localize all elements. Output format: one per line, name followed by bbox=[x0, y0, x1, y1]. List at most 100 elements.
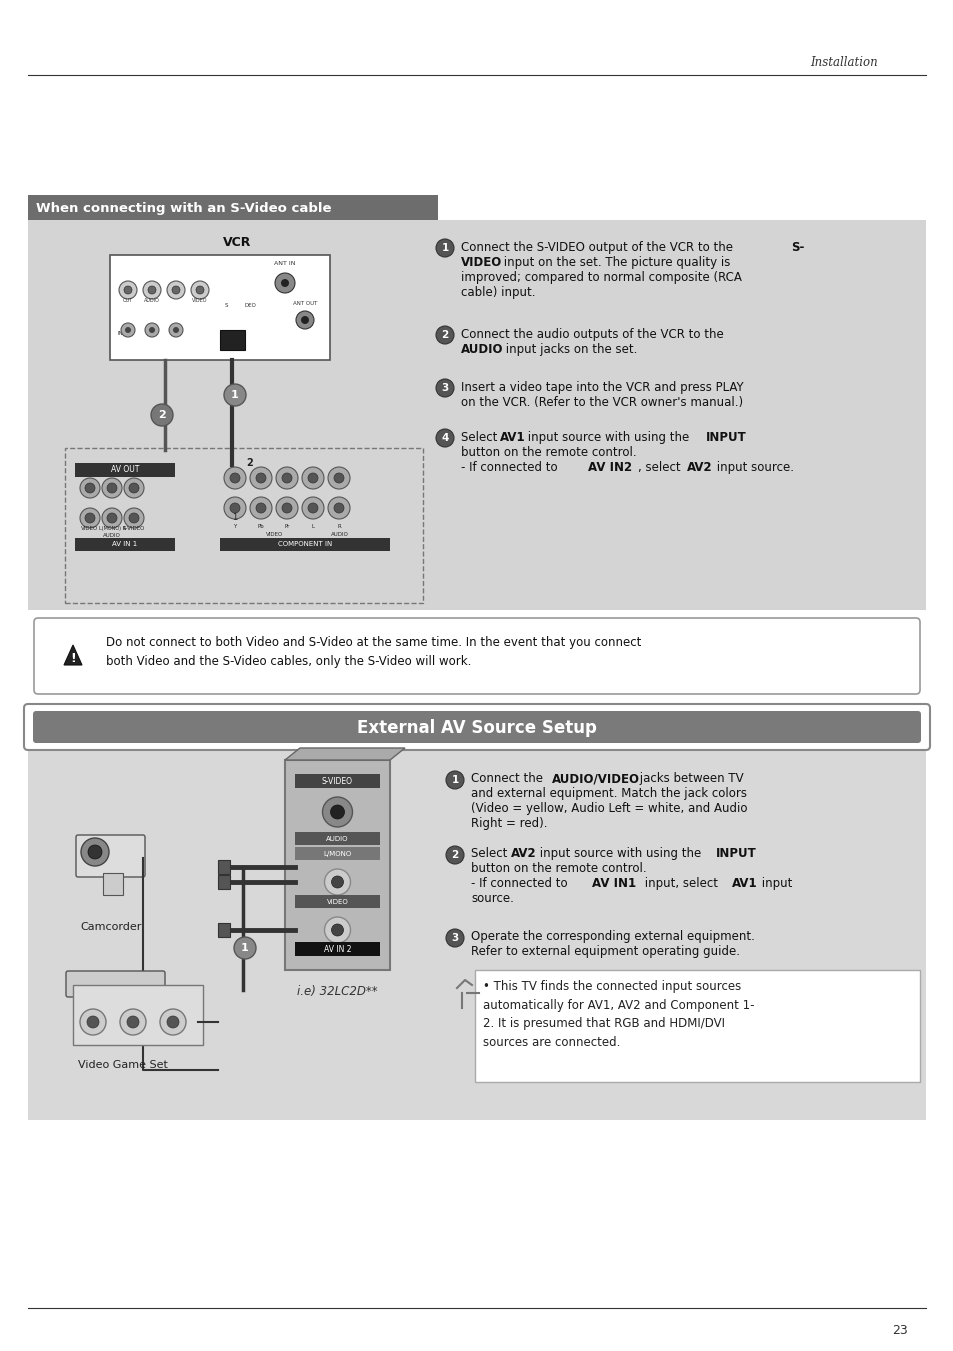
FancyBboxPatch shape bbox=[294, 942, 379, 957]
FancyBboxPatch shape bbox=[220, 330, 245, 350]
FancyBboxPatch shape bbox=[28, 750, 925, 1120]
Circle shape bbox=[224, 384, 246, 407]
Text: COMPONENT IN: COMPONENT IN bbox=[277, 540, 332, 547]
Circle shape bbox=[255, 503, 266, 513]
Circle shape bbox=[124, 508, 144, 528]
Text: AUDIO: AUDIO bbox=[103, 534, 121, 538]
FancyBboxPatch shape bbox=[220, 538, 390, 551]
Circle shape bbox=[124, 286, 132, 295]
Circle shape bbox=[160, 1009, 186, 1035]
Circle shape bbox=[167, 281, 185, 299]
FancyBboxPatch shape bbox=[218, 861, 230, 874]
Text: L/MONO: L/MONO bbox=[323, 851, 352, 857]
Circle shape bbox=[275, 467, 297, 489]
Text: and external equipment. Match the jack colors: and external equipment. Match the jack c… bbox=[471, 788, 746, 800]
FancyBboxPatch shape bbox=[294, 847, 379, 861]
Circle shape bbox=[119, 281, 137, 299]
Circle shape bbox=[328, 497, 350, 519]
Text: 23: 23 bbox=[891, 1324, 907, 1336]
Text: AUDIO: AUDIO bbox=[460, 343, 503, 357]
Circle shape bbox=[275, 497, 297, 519]
Text: input source.: input source. bbox=[712, 461, 793, 474]
Text: AUDIO: AUDIO bbox=[144, 299, 160, 303]
Text: 1: 1 bbox=[441, 243, 448, 253]
Text: Pb: Pb bbox=[257, 524, 264, 530]
Circle shape bbox=[436, 380, 454, 397]
Circle shape bbox=[446, 846, 463, 865]
Circle shape bbox=[334, 503, 344, 513]
Text: When connecting with an S-Video cable: When connecting with an S-Video cable bbox=[36, 203, 331, 215]
Text: AUDIO/VIDEO: AUDIO/VIDEO bbox=[552, 771, 639, 785]
Text: IN: IN bbox=[117, 331, 123, 336]
FancyBboxPatch shape bbox=[34, 617, 919, 694]
Text: AV1: AV1 bbox=[499, 431, 525, 444]
Circle shape bbox=[151, 404, 172, 426]
Circle shape bbox=[167, 1016, 179, 1028]
FancyBboxPatch shape bbox=[28, 220, 925, 611]
Text: 3: 3 bbox=[441, 382, 448, 393]
Circle shape bbox=[127, 1016, 139, 1028]
Text: input source with using the: input source with using the bbox=[523, 431, 692, 444]
Circle shape bbox=[250, 467, 272, 489]
Text: Do not connect to both Video and S-Video at the same time. In the event that you: Do not connect to both Video and S-Video… bbox=[106, 636, 640, 667]
Text: source.: source. bbox=[471, 892, 514, 905]
FancyBboxPatch shape bbox=[218, 923, 230, 938]
Text: 2: 2 bbox=[451, 850, 458, 861]
Text: AUDIO: AUDIO bbox=[331, 532, 349, 536]
FancyBboxPatch shape bbox=[110, 255, 330, 359]
Circle shape bbox=[121, 323, 135, 336]
Text: improved; compared to normal composite (RCA: improved; compared to normal composite (… bbox=[460, 272, 741, 284]
Circle shape bbox=[436, 430, 454, 447]
Circle shape bbox=[224, 467, 246, 489]
Text: 1: 1 bbox=[233, 513, 237, 521]
Circle shape bbox=[85, 484, 95, 493]
Text: input source with using the: input source with using the bbox=[536, 847, 704, 861]
Text: 1: 1 bbox=[451, 775, 458, 785]
Text: input on the set. The picture quality is: input on the set. The picture quality is bbox=[499, 255, 730, 269]
Text: L(MONO) R: L(MONO) R bbox=[98, 526, 125, 531]
Text: input, select: input, select bbox=[640, 877, 721, 890]
Circle shape bbox=[80, 508, 100, 528]
Circle shape bbox=[446, 771, 463, 789]
Circle shape bbox=[88, 844, 102, 859]
Circle shape bbox=[148, 286, 156, 295]
Text: AV2: AV2 bbox=[511, 847, 536, 861]
FancyBboxPatch shape bbox=[76, 835, 145, 877]
FancyBboxPatch shape bbox=[103, 873, 123, 894]
FancyBboxPatch shape bbox=[75, 538, 174, 551]
Circle shape bbox=[446, 929, 463, 947]
Text: AV IN 2: AV IN 2 bbox=[323, 944, 351, 954]
Circle shape bbox=[81, 838, 109, 866]
Text: - If connected to: - If connected to bbox=[460, 461, 560, 474]
Text: Select: Select bbox=[460, 431, 500, 444]
Circle shape bbox=[308, 473, 317, 484]
Text: cable) input.: cable) input. bbox=[460, 286, 535, 299]
Text: 1: 1 bbox=[231, 390, 238, 400]
FancyBboxPatch shape bbox=[24, 704, 929, 750]
Circle shape bbox=[301, 316, 309, 324]
Text: AV OUT: AV OUT bbox=[111, 466, 139, 474]
Circle shape bbox=[308, 503, 317, 513]
Text: 3: 3 bbox=[451, 934, 458, 943]
FancyBboxPatch shape bbox=[218, 875, 230, 889]
Text: jacks between TV: jacks between TV bbox=[636, 771, 742, 785]
Text: VIDEO: VIDEO bbox=[460, 255, 501, 269]
Text: AV IN 1: AV IN 1 bbox=[112, 540, 137, 547]
Text: S-VIDEO: S-VIDEO bbox=[322, 777, 353, 785]
Text: AV2: AV2 bbox=[686, 461, 712, 474]
Circle shape bbox=[107, 484, 117, 493]
Text: ANT OUT: ANT OUT bbox=[293, 301, 316, 305]
Text: INPUT: INPUT bbox=[716, 847, 756, 861]
Text: AV IN1: AV IN1 bbox=[592, 877, 636, 890]
Text: AV IN2: AV IN2 bbox=[587, 461, 632, 474]
Text: Camcorder: Camcorder bbox=[80, 921, 142, 932]
Circle shape bbox=[172, 327, 179, 332]
Circle shape bbox=[107, 513, 117, 523]
Circle shape bbox=[302, 467, 324, 489]
Text: External AV Source Setup: External AV Source Setup bbox=[356, 719, 597, 738]
Text: input: input bbox=[758, 877, 792, 890]
FancyBboxPatch shape bbox=[294, 832, 379, 844]
Text: R: R bbox=[336, 524, 340, 530]
Circle shape bbox=[149, 327, 154, 332]
FancyBboxPatch shape bbox=[75, 463, 174, 477]
